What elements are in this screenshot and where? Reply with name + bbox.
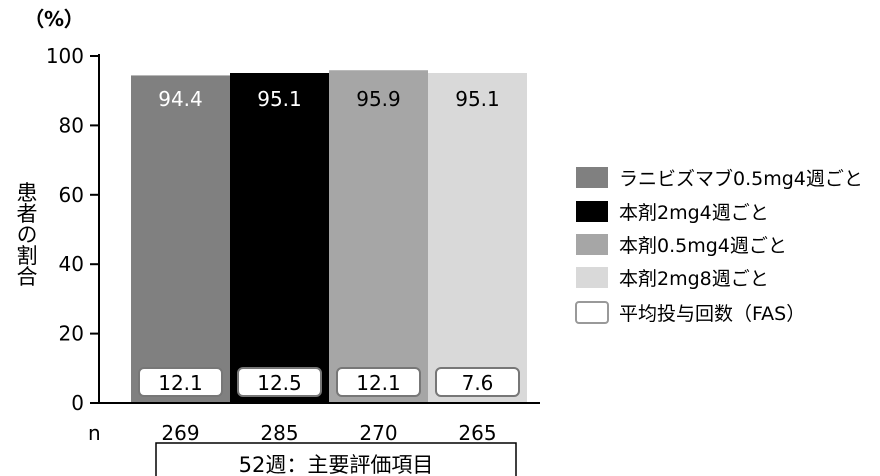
y-axis-title: 患者の割合 (14, 182, 38, 287)
injection-value-3: 12.1 (356, 371, 401, 395)
legend-swatch-1 (576, 167, 608, 188)
footer-label: 52週：主要評価項目 (239, 453, 434, 476)
n-value-4: 265 (458, 421, 496, 445)
injection-value-4: 7.6 (462, 371, 494, 395)
bar-4 (428, 73, 527, 404)
legend-label-3: 本剤0.5mg4週ごと (619, 235, 787, 257)
y-tick-label-20: 20 (59, 322, 84, 346)
bar-3 (329, 70, 428, 404)
y-tick-label-60: 60 (59, 183, 84, 207)
n-label: n (88, 421, 101, 445)
n-value-2: 285 (260, 421, 298, 445)
bar-value-label-2: 95.1 (257, 87, 302, 111)
n-values-row: 269 285 270 265 (161, 421, 496, 445)
y-tick-label-80: 80 (59, 113, 84, 137)
legend-label-1: ラニビズマブ0.5mg4週ごと (619, 167, 863, 190)
bar-value-label-4: 95.1 (455, 87, 500, 111)
bar-1 (131, 75, 230, 403)
legend-label-5: 平均投与回数（FAS） (619, 303, 805, 325)
legend-swatch-4 (576, 267, 608, 288)
legend-label-2: 本剤2mg4週ごと (619, 202, 769, 224)
legend: ラニビズマブ0.5mg4週ごと本剤2mg4週ごと本剤0.5mg4週ごと本剤2mg… (575, 167, 863, 325)
legend-swatch-3 (576, 234, 608, 255)
injection-value-2: 12.5 (257, 371, 302, 395)
y-unit-label: （%） (24, 7, 84, 31)
y-tick-label-100: 100 (46, 44, 84, 68)
injection-count-boxes: 12.1 12.5 12.1 7.6 (138, 367, 520, 397)
legend-swatch-5 (575, 301, 609, 324)
bar-value-label-1: 94.4 (158, 87, 203, 111)
legend-label-4: 本剤2mg8週ごと (619, 268, 769, 290)
n-value-3: 270 (359, 421, 397, 445)
y-tick-label-0: 0 (71, 391, 84, 415)
footer-box (155, 442, 517, 476)
bar-value-label-3: 95.9 (356, 87, 401, 111)
injection-box-2 (237, 367, 322, 397)
y-axis: 0 20 40 60 80 100 (46, 44, 100, 415)
n-value-1: 269 (161, 421, 199, 445)
injection-box-1 (138, 367, 223, 397)
injection-box-3 (336, 367, 421, 397)
legend-swatch-2 (576, 201, 608, 222)
y-tick-label-40: 40 (59, 252, 84, 276)
bars-group: 94.4 95.1 95.9 95.1 (131, 70, 527, 404)
injection-box-4 (435, 367, 520, 397)
injection-value-1: 12.1 (158, 371, 203, 395)
bar-2 (230, 73, 329, 404)
